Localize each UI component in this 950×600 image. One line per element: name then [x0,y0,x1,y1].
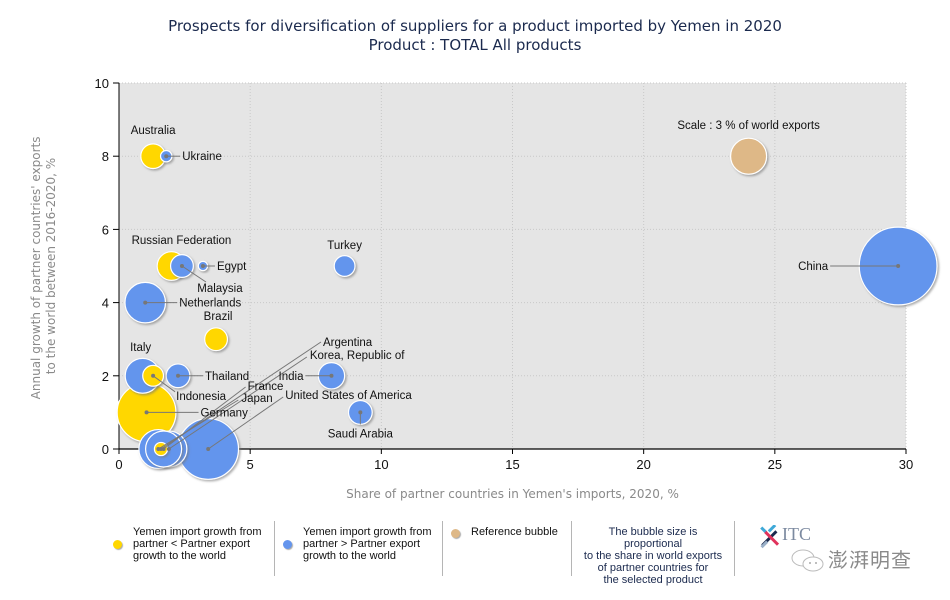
y-tick-label: 4 [102,296,109,311]
note-line: to the share in world exports [583,550,723,562]
bubble-label-thailand: Thailand [205,371,249,383]
leader-line-indonesia [152,375,176,393]
chart-subtitle: Product : TOTAL All products [368,36,582,54]
bubble-labels: China United States of America Germany Neth… [130,120,829,440]
legend-text: Reference bubble [471,526,558,538]
bubble-label-argentina: Argentina [323,337,373,349]
bubble-center-dot [164,154,169,159]
x-tick-label: 5 [247,457,254,472]
legend: Yemen import growth from partner < Partn… [105,521,735,586]
bubble-center-dot [896,264,901,268]
bubble-label-turkey: Turkey [327,240,362,252]
legend-text: Yemen import growth from [303,526,432,538]
x-tick-label: 25 [768,457,782,472]
legend-text: partner < Partner export [133,538,251,550]
legend-text: growth to the world [303,550,396,562]
y-tick-label: 10 [95,76,109,91]
leader-line-korea-republic-of [168,356,308,450]
bubble-label-netherlands: Netherlands [179,298,241,310]
reference-bubble-label: Scale : 3 % of world exports [677,120,820,132]
legend-text: partner > Partner export [303,538,421,550]
legend-item-above: Yemen import growth from partner > Partn… [275,521,443,576]
x-tick-label: 10 [374,457,388,472]
x-tick-label: 0 [115,457,122,472]
itc-logo-text: ITC [782,524,811,544]
bubble-center-dot [329,373,334,378]
leader-lines [143,154,901,451]
leader-line-argentina [160,341,322,450]
bubble-label-china: China [798,261,829,273]
y-tick-label: 0 [102,442,109,457]
legend-text: Yemen import growth from [133,526,262,538]
bubble-label-egypt: Egypt [217,261,247,273]
bubble-turkey [333,255,356,277]
bubble-label-ukraine: Ukraine [182,151,222,163]
bubble-label-australia: Australia [131,125,176,137]
bubble-label-united-states-of-america: United States of America [285,390,412,402]
bubble-label-france: France [248,381,284,393]
bubble-center-dot [151,373,156,378]
x-tick-label: 30 [899,457,913,472]
x-tick-label: 15 [505,457,519,472]
bubble-center-dot [179,264,184,268]
bubble-center-dot [144,410,149,415]
y-axis-title-line-2: to the world between 2016-2020, % [44,158,58,374]
bubble-center-dot [200,264,205,268]
bubble-center-dot [143,300,148,305]
note-line: the selected product [603,574,703,586]
y-axis-title-line-1: Annual growth of partner countries' expo… [29,137,43,400]
itc-logo-icon [760,525,780,549]
y-tick-label: 6 [102,222,109,237]
note-line: The bubble size is proportional [608,526,698,550]
bubble-label-japan: Japan [241,393,272,405]
axes: 0 2 4 6 8 10 0 5 10 15 20 25 30 [95,76,914,472]
wechat-icon [791,549,824,572]
bubble-label-korea-republic-of: Korea, Republic of [310,350,405,362]
reference-bubble [729,137,768,175]
bubble-label-russian-federation: Russian Federation [132,235,232,247]
legend-size-note: The bubble size is proportional to the s… [572,521,735,586]
bubble-center-dot [166,447,171,451]
legend-text: growth to the world [133,550,226,562]
y-tick-label: 8 [102,149,109,164]
legend-item-reference: Reference bubble [443,521,572,576]
y-tick-label: 2 [102,369,109,384]
blue-dot-icon [283,540,292,549]
note-line: of partner countries for [597,562,709,574]
bubble-label-saudi-arabia: Saudi Arabia [328,428,394,440]
bubble-label-italy: Italy [130,342,151,354]
yellow-dot-icon [113,540,122,549]
bubble-label-india: India [279,371,305,383]
bubble-center-dot [158,447,163,451]
bubble-label-germany: Germany [201,407,249,419]
watermark-text: 澎湃明查 [828,548,912,572]
leader-line-malaysia [181,265,207,283]
chart-title: Prospects for diversification of supplie… [168,17,782,35]
x-tick-label: 20 [636,457,650,472]
bubble-center-dot [176,373,181,378]
x-axis-title: Share of partner countries in Yemen's im… [346,487,679,501]
bubble-brazil [204,327,229,352]
bubble-label-indonesia: Indonesia [176,391,226,403]
bubble-center-dot [206,447,211,451]
legend-item-below: Yemen import growth from partner < Partn… [105,521,275,576]
y-axis-title: Annual growth of partner countries' expo… [29,133,58,400]
bubble-label-brazil: Brazil [204,311,233,323]
bubble-center-dot [358,410,363,415]
leader-line-united-states-of-america [207,396,284,450]
tan-dot-icon [451,529,460,538]
chart-title-block: Prospects for diversification of supplie… [0,17,950,55]
bubble-label-malaysia: Malaysia [197,283,243,295]
